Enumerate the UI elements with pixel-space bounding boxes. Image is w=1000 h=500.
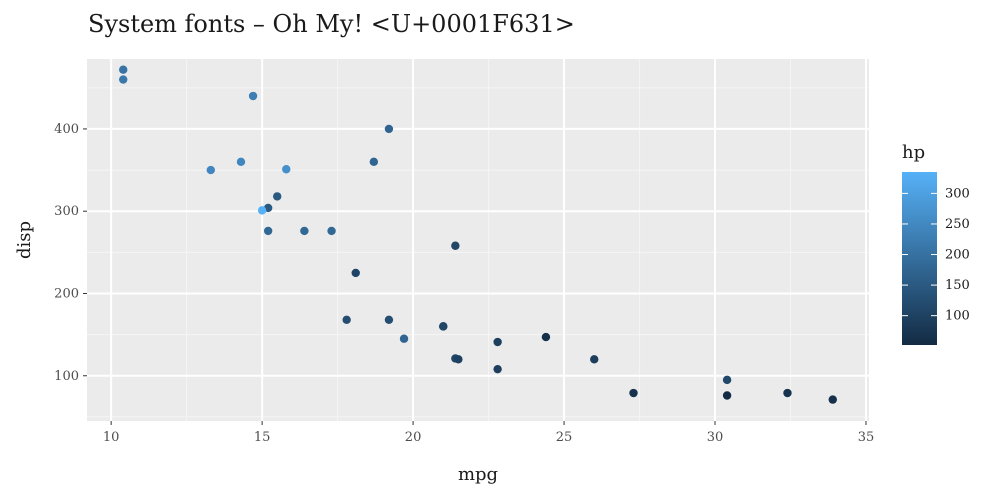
- scatter-point: [236, 157, 246, 167]
- legend-tick-label: 300: [945, 186, 970, 201]
- scatter-point: [300, 226, 309, 236]
- scatter-point: [493, 364, 502, 374]
- scatter-point: [206, 165, 215, 175]
- y-tick-label: 200: [54, 286, 79, 301]
- scatter-point: [384, 315, 394, 325]
- scatter-point: [351, 268, 360, 278]
- legend-title: hp: [902, 142, 925, 163]
- scatter-point: [590, 355, 599, 364]
- scatter-point: [273, 192, 282, 201]
- scatter-point: [783, 388, 792, 398]
- scatter-point: [541, 332, 551, 342]
- legend-tick-label: 100: [945, 309, 970, 324]
- legend-tick-label: 150: [945, 278, 970, 293]
- scatter-point: [722, 375, 732, 385]
- scatter-point: [248, 91, 258, 101]
- scatter-point: [493, 337, 502, 347]
- scatter-point: [119, 75, 128, 84]
- y-axis-title: disp: [14, 221, 35, 259]
- x-tick-label: 35: [858, 430, 875, 445]
- legend-tick-label: 200: [945, 248, 970, 263]
- y-tick-label: 400: [54, 122, 79, 137]
- y-tick-label: 100: [54, 369, 79, 384]
- scatter-point: [257, 206, 267, 215]
- color-legend: hp 100 150 200 250 300: [902, 142, 970, 345]
- y-tick-label: 300: [54, 204, 79, 219]
- legend-ticks: 100 150 200 250 300: [902, 186, 970, 324]
- x-tick-label: 10: [103, 430, 120, 445]
- scatter-point: [454, 355, 463, 364]
- chart-title: System fonts – Oh My! <U+0001F631>: [88, 10, 575, 38]
- scatter-point: [384, 124, 394, 134]
- x-tick-label: 30: [707, 430, 724, 445]
- scatter-point: [369, 157, 379, 167]
- scatter-point: [282, 165, 291, 174]
- scatter-point: [722, 391, 732, 400]
- scatter-point: [828, 395, 837, 404]
- legend-tick-label: 250: [945, 217, 970, 232]
- x-tick-label: 25: [556, 430, 573, 445]
- scatter-point: [119, 65, 128, 74]
- x-tick-label: 20: [405, 430, 422, 445]
- plot-panel: [87, 59, 869, 421]
- legend-colorbar: [902, 172, 937, 345]
- scatter-point: [342, 315, 351, 325]
- scatter-point: [263, 226, 273, 236]
- scatter-point: [439, 322, 448, 331]
- scatter-point: [327, 226, 336, 236]
- scatter-point: [629, 388, 638, 398]
- major-gridlines: [87, 59, 869, 421]
- scatter-point: [451, 241, 460, 250]
- x-axis: 10 15 20 25 30 35: [103, 421, 874, 445]
- scatter-point: [399, 334, 409, 343]
- y-axis: 100 200 300 400: [54, 122, 87, 384]
- x-axis-title: mpg: [458, 464, 498, 485]
- minor-gridlines: [87, 59, 869, 421]
- x-tick-label: 15: [254, 430, 271, 445]
- data-points: [119, 65, 837, 404]
